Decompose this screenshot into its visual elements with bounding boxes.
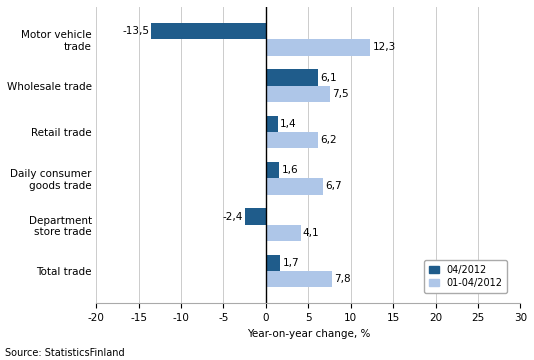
Bar	[266, 271, 332, 287]
Text: 6,7: 6,7	[325, 181, 341, 192]
Bar	[266, 178, 323, 194]
Text: 6,2: 6,2	[320, 135, 337, 145]
Text: 7,5: 7,5	[332, 89, 348, 99]
Bar	[266, 225, 301, 241]
Bar	[151, 23, 266, 39]
Bar	[266, 39, 370, 55]
X-axis label: Year-on-year change, %: Year-on-year change, %	[247, 329, 370, 339]
Text: 1,6: 1,6	[281, 165, 298, 175]
Text: -2,4: -2,4	[223, 212, 244, 221]
Bar	[266, 162, 279, 178]
Bar	[266, 132, 318, 148]
Text: 1,4: 1,4	[280, 119, 296, 129]
Text: 4,1: 4,1	[303, 228, 319, 238]
Text: 6,1: 6,1	[320, 73, 336, 82]
Text: 7,8: 7,8	[334, 274, 351, 284]
Text: -13,5: -13,5	[122, 26, 149, 36]
Bar	[266, 69, 318, 86]
Text: 1,7: 1,7	[282, 258, 299, 268]
Bar	[266, 116, 278, 132]
Bar	[246, 208, 266, 225]
Bar	[266, 86, 329, 102]
Text: Source: StatisticsFinland: Source: StatisticsFinland	[5, 348, 125, 359]
Text: 12,3: 12,3	[372, 42, 396, 53]
Bar	[266, 255, 280, 271]
Legend: 04/2012, 01-04/2012: 04/2012, 01-04/2012	[424, 260, 507, 293]
